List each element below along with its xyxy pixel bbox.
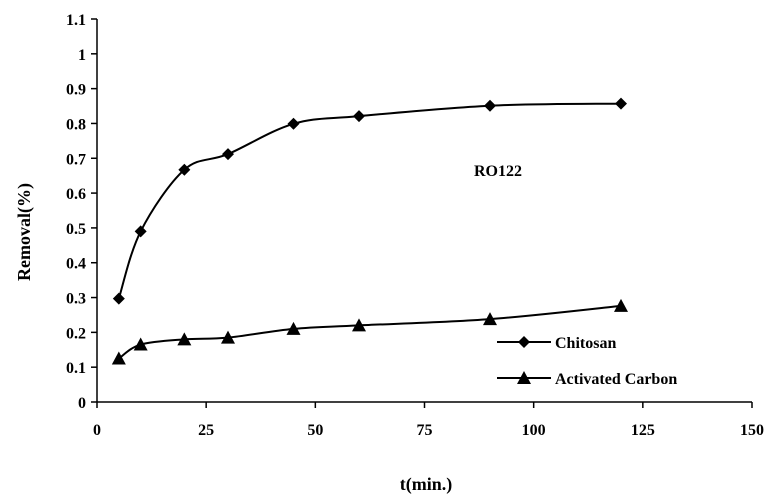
data-point-activated-carbon <box>352 318 366 332</box>
x-axis-title: t(min.) <box>400 474 453 495</box>
y-axis-ticks: 0 0.1 0.2 0.3 0.4 0.5 0.6 0.7 0.8 0.9 1 1.1 <box>66 12 97 412</box>
x-tick-label: 150 <box>740 422 764 439</box>
legend-marker-chitosan <box>518 336 530 348</box>
y-tick-label: 0.4 <box>66 256 86 273</box>
series-line-chitosan <box>117 102 622 299</box>
data-point-chitosan <box>615 97 627 110</box>
legend-label-chitosan: Chitosan <box>555 335 616 352</box>
data-point-chitosan <box>112 292 125 305</box>
x-tick-label: 50 <box>307 422 323 439</box>
data-point-activated-carbon <box>483 312 497 326</box>
legend-marker-activated-carbon <box>517 371 531 384</box>
y-tick-label: 1.1 <box>66 12 86 29</box>
data-point-activated-carbon <box>177 332 192 346</box>
data-point-chitosan <box>222 148 234 161</box>
x-axis-ticks: 0 25 50 75 100 125 150 <box>93 402 764 439</box>
data-point-chitosan <box>178 163 191 176</box>
plot-area <box>96 19 752 403</box>
data-point-activated-carbon <box>614 298 628 312</box>
data-point-chitosan <box>287 117 300 130</box>
data-point-chitosan <box>134 225 147 238</box>
y-tick-label: 0.8 <box>66 116 86 133</box>
y-tick-label: 0.1 <box>66 360 86 377</box>
x-tick-label: 25 <box>198 422 214 439</box>
data-point-activated-carbon <box>111 351 126 365</box>
x-tick-label: 0 <box>93 422 101 439</box>
y-axis-title: Removal(%) <box>14 183 35 281</box>
legend-label-activated-carbon: Activated Carbon <box>555 371 677 388</box>
y-tick-label: 0.7 <box>66 151 86 168</box>
series-layer <box>111 97 628 365</box>
y-tick-label: 0.3 <box>66 291 86 308</box>
x-tick-label: 125 <box>631 422 655 439</box>
data-point-chitosan <box>484 99 496 112</box>
series-line-activated-carbon <box>118 304 622 360</box>
data-point-activated-carbon <box>221 330 235 344</box>
data-point-activated-carbon <box>286 321 301 335</box>
annotation-ro122: RO122 <box>474 163 522 180</box>
y-tick-label: 0.6 <box>66 186 86 203</box>
x-tick-label: 100 <box>522 422 546 439</box>
data-point-chitosan <box>353 110 365 123</box>
y-tick-label: 0.2 <box>66 325 86 342</box>
y-tick-label: 0.5 <box>66 221 86 238</box>
x-tick-label: 75 <box>417 422 433 439</box>
legend: Chitosan Activated Carbon <box>497 335 677 388</box>
data-point-activated-carbon <box>133 337 148 351</box>
y-tick-label: 0 <box>78 395 86 412</box>
y-tick-label: 0.9 <box>66 82 86 99</box>
y-tick-label: 1 <box>78 47 86 64</box>
